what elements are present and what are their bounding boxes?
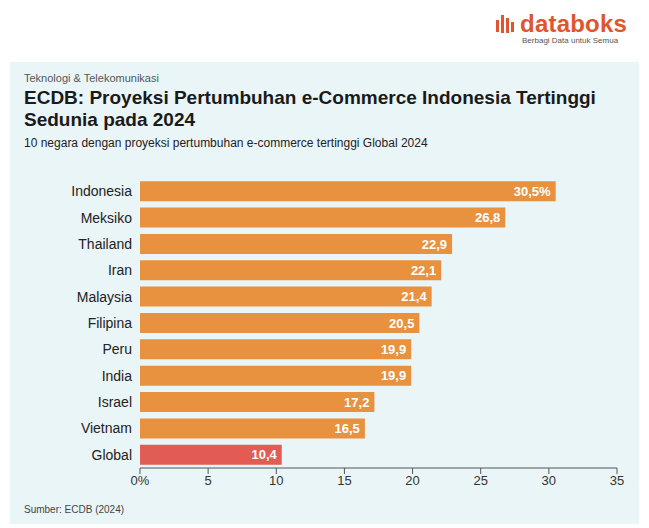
svg-text:Vietnam: Vietnam bbox=[81, 420, 132, 436]
html-text:Sumber: ECDB (2024): Sumber: ECDB (2024) bbox=[24, 504, 124, 515]
svg-text:20: 20 bbox=[405, 473, 419, 488]
svg-text:5: 5 bbox=[205, 473, 212, 488]
html-text:Berbagi Data untuk Semua: Berbagi Data untuk Semua bbox=[522, 36, 619, 45]
svg-text:35: 35 bbox=[610, 473, 624, 488]
svg-text:Global: Global bbox=[92, 447, 132, 463]
svg-text:10,4: 10,4 bbox=[251, 447, 277, 462]
svg-text:Iran: Iran bbox=[108, 262, 132, 278]
svg-text:16,5: 16,5 bbox=[335, 421, 360, 436]
svg-text:15: 15 bbox=[337, 473, 351, 488]
svg-text:Thailand: Thailand bbox=[78, 236, 132, 252]
svg-text:Filipina: Filipina bbox=[88, 315, 133, 331]
html-text:ECDB: Proyeksi Pertumbuhan e-C: ECDB: Proyeksi Pertumbuhan e-Commerce In… bbox=[24, 87, 596, 130]
svg-text:30: 30 bbox=[542, 473, 556, 488]
html-text:10 negara dengan proyeksi pert: 10 negara dengan proyeksi pertumbuhan e-… bbox=[24, 136, 428, 150]
svg-text:Malaysia: Malaysia bbox=[77, 289, 132, 305]
svg-text:22,9: 22,9 bbox=[422, 237, 447, 252]
svg-text:Peru: Peru bbox=[102, 341, 132, 357]
svg-text:19,9: 19,9 bbox=[381, 368, 406, 383]
svg-text:21,4: 21,4 bbox=[401, 289, 427, 304]
svg-text:Israel: Israel bbox=[98, 394, 132, 410]
html-text:Teknologi & Telekomunikasi: Teknologi & Telekomunikasi bbox=[24, 72, 159, 84]
svg-text:Meksiko: Meksiko bbox=[81, 210, 133, 226]
svg-text:India: India bbox=[102, 368, 133, 384]
svg-text:19,9: 19,9 bbox=[381, 342, 406, 357]
html-text:databoks: databoks bbox=[520, 10, 627, 37]
svg-text:Indonesia: Indonesia bbox=[71, 183, 132, 199]
svg-text:17,2: 17,2 bbox=[344, 395, 369, 410]
svg-text:0%: 0% bbox=[131, 473, 150, 488]
svg-text:20,5: 20,5 bbox=[389, 316, 414, 331]
svg-text:10: 10 bbox=[269, 473, 283, 488]
svg-text:25: 25 bbox=[473, 473, 487, 488]
svg-text:26,8: 26,8 bbox=[475, 210, 500, 225]
svg-text:30,5%: 30,5% bbox=[514, 184, 551, 199]
svg-text:22,1: 22,1 bbox=[411, 263, 436, 278]
